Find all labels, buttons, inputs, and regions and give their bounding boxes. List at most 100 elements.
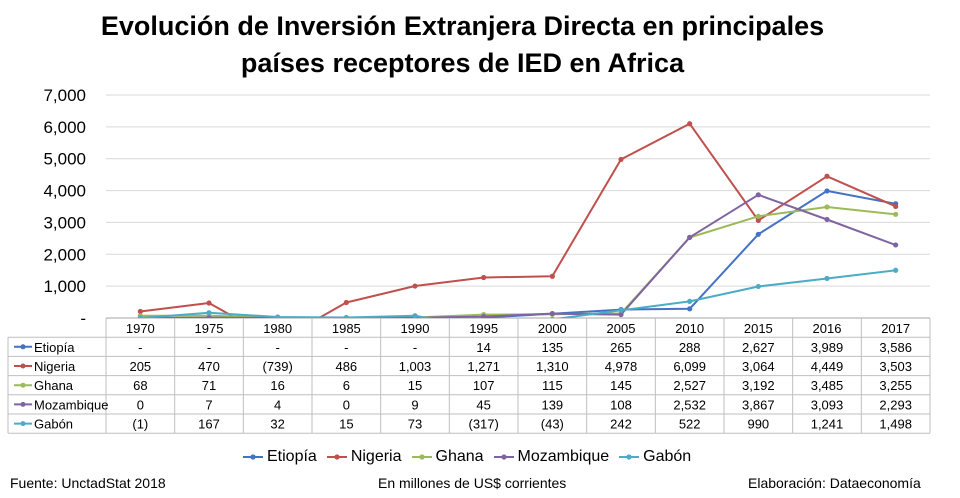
series-point [618,307,624,313]
data-label: 9 [411,397,418,412]
data-label: 288 [679,340,701,355]
data-label: 265 [610,340,632,355]
data-label: (317) [468,417,498,432]
data-label: 2,627 [742,340,775,355]
x-tick-label: 1995 [469,321,498,336]
series-point [412,313,418,318]
row-legend-marker [20,421,26,427]
legend-key-icon [411,454,432,460]
series-point [206,315,212,318]
data-label: 135 [541,340,563,355]
x-tick-label: 1970 [126,321,155,336]
series-point [549,273,555,279]
row-series-name: Ghana [34,378,74,393]
data-label: 7 [205,397,212,412]
legend-key-icon [619,454,640,460]
row-legend-marker [20,363,26,369]
y-tick-label: 3,000 [43,213,86,232]
x-tick-label: 2000 [538,321,567,336]
x-tick-label: 2017 [881,321,910,336]
data-label: 3,485 [811,378,844,393]
series-point [618,156,624,163]
legend-key-icon [326,454,347,460]
data-label: 205 [129,359,151,374]
data-label: 522 [679,417,701,432]
data-label: 145 [610,378,632,393]
data-label: - [207,340,211,355]
data-label: - [413,340,417,355]
chart-title: Evolución de Inversión Extranjera Direct… [0,8,925,82]
series-line [140,269,896,318]
data-label: 470 [198,359,220,374]
series-point [549,310,555,317]
footer-units: En millones de US$ corrientes [378,475,567,491]
series-point [893,267,899,273]
series-point [687,306,693,312]
series-point [275,314,281,318]
x-tick-label: 2016 [813,321,842,336]
data-label: 107 [473,378,495,393]
data-label: 115 [542,378,563,393]
y-tick-label: 7,000 [43,86,86,105]
x-tick-label: 2010 [675,321,704,336]
data-label: 6 [343,378,350,393]
row-series-name: Nigeria [34,359,76,374]
footer-credit: Elaboración: Dataeconomía [748,475,921,491]
series-point [206,310,212,316]
x-tick-label: 1975 [195,321,224,336]
row-series-name: Etiopía [34,340,75,355]
data-label: 32 [270,417,284,432]
legend: Etiopía Nigeria Ghana Mozambique Gabón [243,448,701,466]
data-label: 45 [476,397,490,412]
series-point [755,213,761,219]
data-label: 3,192 [742,378,775,393]
series-line [140,193,897,318]
data-label: 1,310 [536,359,569,374]
series-point [343,299,349,306]
footer-source: Fuente: UnctadStat 2018 [10,475,166,491]
series-point [206,300,212,306]
data-label: 68 [133,378,147,393]
series-line [140,122,897,318]
chart-title-line-1: Evolución de Inversión Extranjera Direct… [100,11,825,41]
x-tick-label: 2015 [744,321,773,336]
data-label: 16 [270,378,284,393]
series-point [893,203,899,210]
y-tick-label: 2,000 [43,245,86,264]
data-label: - [344,340,348,355]
series-point [137,308,143,315]
legend-label: Mozambique [517,448,610,465]
row-legend-marker [20,382,26,388]
series-point [618,311,624,318]
x-tick-label: 1985 [332,321,361,336]
data-label: 3,989 [811,340,844,355]
data-label: 15 [408,378,422,393]
series-point [824,188,830,194]
data-label: 1,241 [811,417,844,432]
data-label: 108 [610,397,632,412]
legend-label: Gabón [643,448,692,465]
data-label: 1,498 [879,417,912,432]
data-label: 3,503 [879,359,912,374]
data-label: 15 [339,417,353,432]
series-point [481,313,487,318]
series-point [755,231,761,237]
data-label: 139 [541,397,563,412]
series-point [137,315,143,318]
data-label: 990 [747,417,769,432]
row-legend-marker [20,344,26,350]
series-point [755,192,761,198]
legend-key-icon [243,454,263,460]
series-point [412,283,418,289]
data-label: (43) [541,417,564,432]
data-label: 1,003 [399,359,432,374]
legend-item: Nigeria [326,448,402,466]
legend-label: Etiopía [267,448,317,465]
series-point [824,204,830,210]
series-point [824,275,830,282]
data-label: 3,867 [742,397,775,412]
y-tick-label: 1,000 [43,277,86,296]
series-point [824,216,830,223]
data-label: 14 [476,340,490,355]
